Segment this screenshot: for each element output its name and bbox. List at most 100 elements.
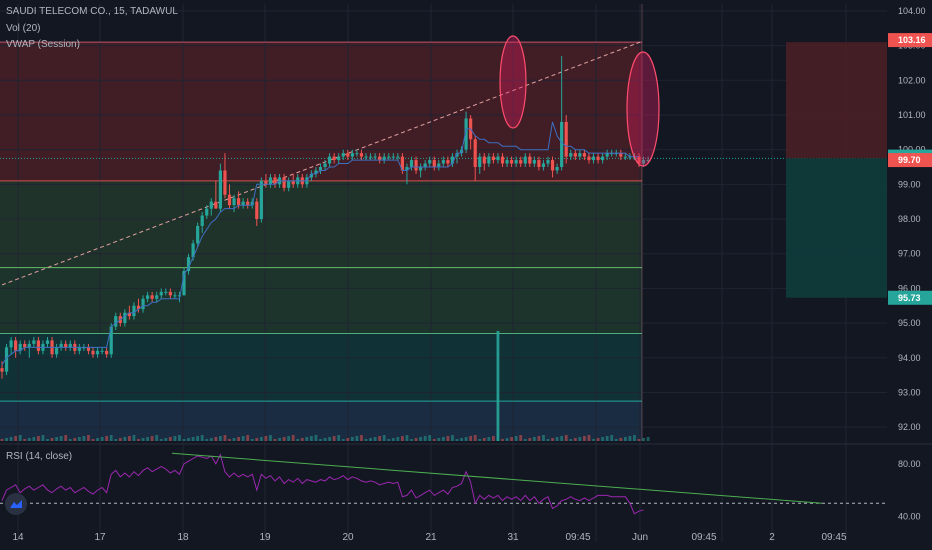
volume-bar xyxy=(523,439,527,441)
vwap-line xyxy=(1,121,639,365)
candle-body xyxy=(282,177,286,188)
candle-body xyxy=(59,343,63,348)
volume-bar xyxy=(346,438,350,441)
volume-bar xyxy=(27,438,31,441)
volume-bar xyxy=(482,438,486,441)
volume-bar xyxy=(46,439,49,441)
price-tag-box xyxy=(888,33,932,48)
price-axis-tick: 101.00 xyxy=(898,110,926,120)
candle-body xyxy=(441,160,445,164)
volume-bar xyxy=(596,438,600,441)
volume-bar xyxy=(419,437,422,441)
volume-bar xyxy=(87,435,90,441)
volume-bar xyxy=(546,439,550,441)
candle-body xyxy=(546,160,550,164)
price-tag-label: 95.73 xyxy=(898,293,921,303)
volume-bar xyxy=(514,436,518,441)
volume-bar xyxy=(469,436,473,441)
volume-bar xyxy=(273,439,277,441)
candle-body xyxy=(555,167,559,171)
candle-body xyxy=(291,180,295,185)
volume-bar xyxy=(196,436,200,441)
candle-body xyxy=(368,156,373,158)
volume-bar xyxy=(441,437,445,441)
candle-body xyxy=(123,312,127,324)
volume-bar xyxy=(132,435,136,441)
candle-body xyxy=(32,340,36,344)
grid-lines xyxy=(0,4,887,542)
volume-bar xyxy=(473,435,477,441)
risk-reward-box xyxy=(786,42,887,298)
volume-bar xyxy=(37,436,40,441)
candle-body xyxy=(168,291,172,296)
target-zone xyxy=(786,158,887,298)
candle-body xyxy=(264,180,268,185)
volume-bar xyxy=(405,435,409,441)
volume-bar xyxy=(633,435,636,441)
candle-body xyxy=(332,156,336,161)
volume-bar xyxy=(18,435,22,441)
candle-body xyxy=(55,347,59,355)
volume-bar xyxy=(341,439,345,441)
volume-bar xyxy=(164,438,168,441)
price-axis-tick: 95.00 xyxy=(898,318,921,328)
candle-body xyxy=(355,153,359,155)
candle-body xyxy=(314,170,318,174)
price-tag-label: 99.70 xyxy=(898,155,921,165)
volume-bar xyxy=(269,435,272,441)
price-tag-box xyxy=(888,153,932,168)
volume-bar xyxy=(569,439,573,441)
candle-body xyxy=(573,153,577,157)
candle-body xyxy=(605,153,609,157)
time-axis-tick: 20 xyxy=(342,532,354,543)
candle-body xyxy=(528,156,532,164)
candle-body xyxy=(337,156,341,161)
candle-body xyxy=(382,156,386,161)
time-axis-tick: 09:45 xyxy=(565,532,590,543)
candle-body xyxy=(482,156,486,164)
candle-body xyxy=(628,156,632,158)
candle-body xyxy=(478,156,482,168)
candle-body xyxy=(619,153,623,157)
diagonal-line xyxy=(1,41,641,286)
candle-body xyxy=(146,295,150,299)
candle-body xyxy=(241,201,245,206)
rsi-series xyxy=(1,453,644,515)
candle-body xyxy=(514,160,518,164)
volume-bar xyxy=(246,435,250,441)
volume-bar xyxy=(82,436,86,441)
candle-body xyxy=(637,156,641,164)
time-axis-tick: 09:45 xyxy=(691,532,716,543)
volume-bar xyxy=(560,436,564,441)
candle-body xyxy=(532,160,536,164)
volume-bar xyxy=(555,437,559,441)
candle-body xyxy=(346,153,350,157)
volume-bar xyxy=(209,438,213,441)
tradingview-logo[interactable] xyxy=(5,493,27,515)
candle-body xyxy=(100,350,104,352)
volume-bar xyxy=(646,437,650,441)
volume-bar xyxy=(396,437,400,441)
volume-bar xyxy=(219,436,222,441)
volume-bar xyxy=(223,435,227,441)
volume-bar xyxy=(100,437,104,441)
volume-bar xyxy=(492,436,495,441)
time-axis-tick: 21 xyxy=(425,532,437,543)
volume-bar xyxy=(55,437,58,441)
candle-body xyxy=(223,170,227,195)
volume-bar xyxy=(168,437,172,441)
volume-bar xyxy=(501,439,504,441)
time-axis-tick: 18 xyxy=(177,532,189,543)
volume-bar xyxy=(77,437,81,441)
candle-body xyxy=(45,340,50,344)
volume-bar xyxy=(59,436,63,441)
volume-bar xyxy=(337,435,341,441)
time-axis-tick: 2 xyxy=(769,532,775,543)
volume-bar xyxy=(68,439,72,441)
volume-bar xyxy=(587,435,591,441)
candle-body xyxy=(127,312,131,317)
volume-bar xyxy=(32,437,36,441)
vwap-series xyxy=(1,121,639,365)
volume-bar xyxy=(214,437,218,441)
